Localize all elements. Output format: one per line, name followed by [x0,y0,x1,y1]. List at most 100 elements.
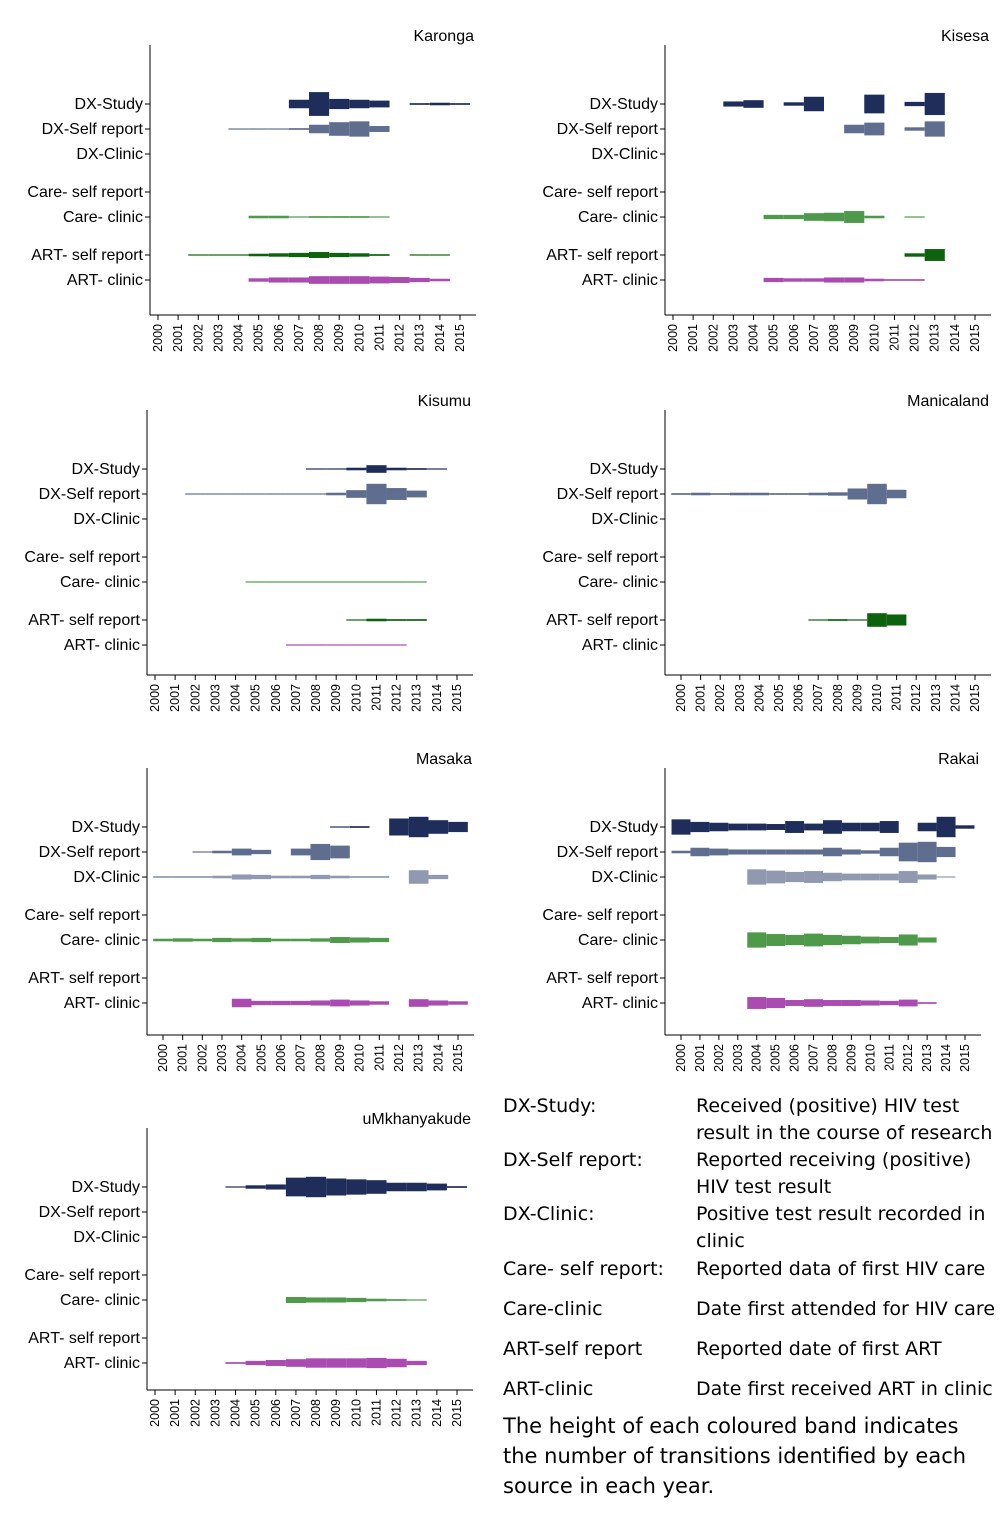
band-dx-clinic-2011 [879,873,899,881]
x-tick-label: 2006 [792,684,806,712]
panel-title: Kisesa [941,28,989,45]
legend-term: DX-Study: [503,1095,597,1117]
band-dx-self-report-2009 [847,488,868,500]
legend-row-dx-clinic: DX-Clinic: Positive test result recorded… [503,1201,998,1255]
y-tick-label: Care- self report [24,907,140,924]
band-care-clinic-2010 [860,936,880,944]
x-tick-label: 2002 [712,1044,726,1072]
y-tick-label: DX-Study [590,819,658,836]
band-art-clinic-2011 [369,1001,390,1005]
band-art-self-report-2010 [346,619,367,621]
band-art-clinic-2007 [804,999,823,1007]
band-dx-clinic-2014 [428,874,449,880]
y-tick-label: DX-Clinic [73,869,140,886]
band-dx-clinic-2003 [212,875,232,879]
band-dx-study-2012 [386,467,407,471]
band-care-clinic-2011 [879,937,899,943]
legend-note: The height of each coloured band indicat… [503,1414,967,1498]
band-dx-study-2007 [803,96,824,112]
panel-karonga: Karonga 2000 2001 2002 2003 2004 2005 2006 2007 2… [27,28,476,352]
y-tick-label: DX-Self report [39,1204,141,1221]
band-dx-self-report-2000 [671,493,691,495]
band-art-self-report-2012 [386,619,407,621]
x-tick-label: 2013 [920,1044,934,1072]
x-tick-label: 2007 [807,1044,821,1072]
y-tick-label: ART- self report [28,1330,140,1347]
band-art-self-report-2009 [329,252,350,258]
legend-term: Care-clinic [503,1298,603,1320]
band-dx-study-2010 [860,822,880,832]
band-art-clinic-2015 [448,1001,468,1005]
band-dx-self-report-2003 [212,850,232,854]
x-tick-label: 2004 [750,1044,764,1072]
x-tick-label: 2015 [451,1044,465,1072]
band-care-clinic-2003 [212,937,232,943]
band-dx-self-report-2003 [728,849,748,855]
x-tick-label: 2007 [289,684,303,712]
panel-kisesa: Kisesa 2000 2001 2002 2003 2004 2005 2006 2007 20… [542,28,991,352]
legend-row-dx-study: DX-Study: Received (positive) HIV test r… [503,1093,998,1147]
x-tick-label: 2009 [850,684,864,712]
band-dx-self-report-2010 [867,483,887,505]
x-tick-label: 2002 [713,684,727,712]
band-dx-clinic-2014 [936,876,956,878]
band-dx-study-2011 [369,100,390,108]
band-dx-study-2009 [841,822,861,832]
band-dx-clinic-2013 [917,874,937,880]
band-dx-study-2013 [406,468,427,470]
panel-umkhanyakude: uMkhanyakude 2000 2001 2002 2003 2004 2005 2006… [24,1111,473,1427]
band-art-clinic-2010 [860,1000,880,1006]
band-dx-study-2015 [955,825,975,829]
band-care-clinic-2007 [285,1297,306,1303]
band-dx-self-report-2011 [879,847,899,857]
band-dx-self-report-2002 [185,493,206,495]
x-tick-label: 2014 [430,684,444,712]
y-tick-label: DX-Self report [42,121,144,138]
band-dx-clinic-2012 [898,871,918,883]
x-tick-label: 2014 [948,324,962,352]
y-tick-label: DX-Self report [557,121,659,138]
y-tick-label: ART- clinic [582,637,658,654]
band-art-clinic-2009 [329,276,350,284]
x-tick-label: 2001 [171,324,185,352]
band-dx-self-report-2009 [844,124,865,134]
band-dx-study-2004 [747,823,767,831]
band-dx-clinic-2008 [823,872,842,882]
y-tick-label: DX-Clinic [73,511,140,528]
band-art-self-report-2011 [366,618,387,622]
x-tick-label: 2009 [844,1044,858,1072]
band-art-clinic-2013 [408,999,429,1007]
band-dx-study-2014 [936,816,956,838]
y-tick-label: DX-Study [72,461,140,478]
band-dx-self-report-2011 [886,489,907,499]
band-dx-self-report-2006 [265,493,286,495]
legend-row-dx-self-report: DX-Self report: Reported receiving (posi… [503,1147,998,1201]
x-tick-label: 2003 [208,684,222,712]
band-dx-study-2013 [409,103,430,105]
x-tick-label: 2010 [353,1044,367,1072]
x-tick-label: 2010 [863,1044,877,1072]
x-tick-label: 2013 [413,324,427,352]
band-dx-self-report-2009 [841,849,861,855]
band-care-clinic-2007 [285,581,306,583]
x-tick-label: 2004 [229,1399,243,1427]
band-art-self-report-2013 [406,619,427,621]
band-care-clinic-2009 [844,211,865,223]
band-dx-clinic-2009 [841,873,861,881]
band-art-clinic-2007 [288,277,309,283]
band-dx-study-2013 [406,1182,427,1192]
band-dx-clinic-2006 [785,871,805,883]
x-tick-label: 2001 [693,1044,707,1072]
band-care-clinic-2009 [326,1297,347,1303]
y-tick-label: ART- clinic [67,272,143,289]
band-art-clinic-2011 [366,1357,387,1369]
band-dx-study-2011 [366,1180,387,1194]
band-dx-self-report-2002 [192,851,213,853]
x-tick-label: 2010 [349,1399,363,1427]
x-tick-label: 2015 [968,324,982,352]
band-care-clinic-2006 [783,214,804,220]
band-dx-self-report-2013 [406,490,427,498]
band-dx-study-2008 [309,92,330,116]
band-dx-self-report-2002 [710,493,730,495]
